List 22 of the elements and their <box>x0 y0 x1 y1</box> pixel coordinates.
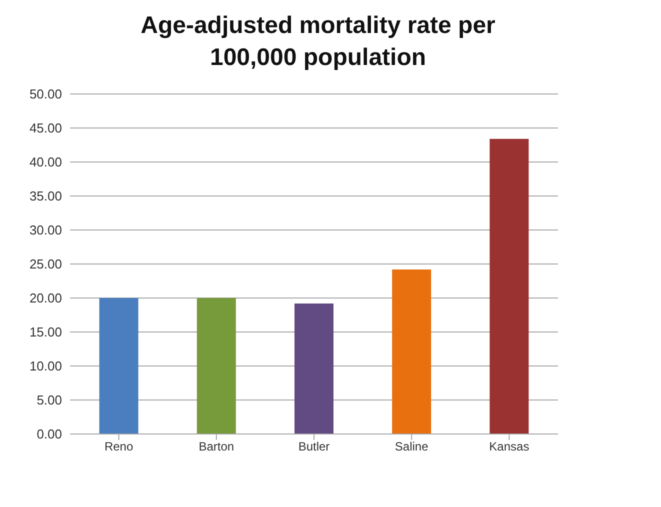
y-tick-label: 5.00 <box>36 392 62 408</box>
bar <box>294 303 334 434</box>
x-tick-label: Reno <box>104 440 134 454</box>
x-tick-label: Kansas <box>489 440 530 454</box>
y-tick-label: 30.00 <box>29 222 62 238</box>
y-tick-label: 40.00 <box>29 154 62 170</box>
y-tick-label: 25.00 <box>29 256 62 272</box>
y-tick-label: 0.00 <box>36 426 62 442</box>
x-tick-label: Saline <box>394 440 429 454</box>
y-tick-label: 50.00 <box>29 86 62 102</box>
y-tick-label: 20.00 <box>29 290 62 306</box>
bar <box>392 269 432 434</box>
bar <box>99 298 138 434</box>
x-tick-label: Butler <box>298 440 330 454</box>
y-tick-label: 15.00 <box>29 324 62 340</box>
y-tick-label: 45.00 <box>29 120 62 136</box>
chart-title: Age-adjusted mortality rate per 100,000 population <box>140 11 496 73</box>
x-tick-label: Barton <box>198 440 234 454</box>
y-tick-label: 10.00 <box>29 358 62 374</box>
bar <box>196 298 236 434</box>
y-tick-label: 35.00 <box>29 188 62 204</box>
bar <box>490 138 529 434</box>
